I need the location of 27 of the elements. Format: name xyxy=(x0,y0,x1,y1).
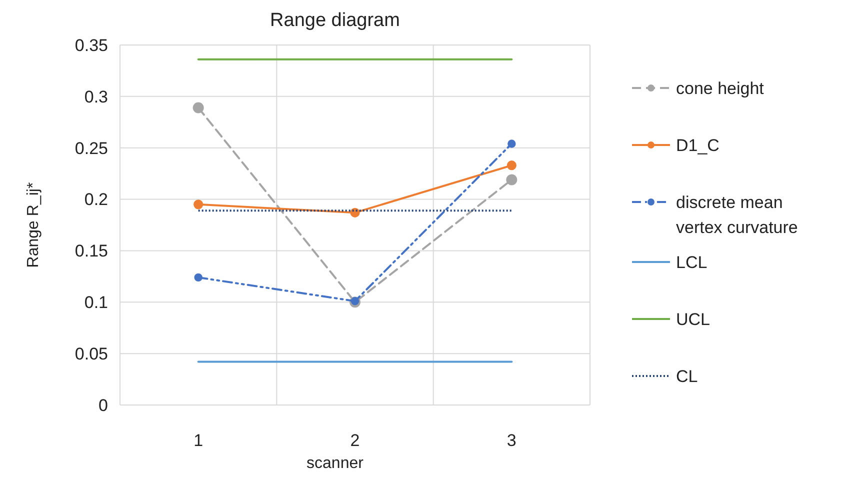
point xyxy=(506,160,516,170)
chart-title: Range diagram xyxy=(270,10,400,31)
y-tick-label: 0.15 xyxy=(74,242,108,261)
legend-label: cone height xyxy=(676,78,764,98)
legend-label: UCL xyxy=(676,310,710,329)
y-tick-label: 0.05 xyxy=(74,344,108,364)
legend-label: CL xyxy=(676,366,698,386)
point xyxy=(508,140,516,148)
y-tick-label: 0.1 xyxy=(84,293,108,312)
legend-label: discrete mean vertex curvature xyxy=(676,192,798,237)
x-axis-title: scanner xyxy=(306,455,364,472)
legend-label: LCL xyxy=(676,252,708,272)
point xyxy=(506,174,518,186)
point xyxy=(350,297,360,306)
y-tick-label: 0.3 xyxy=(84,87,108,106)
y-tick-label: 0.2 xyxy=(84,190,108,210)
y-tick-label: 0 xyxy=(98,396,108,415)
x-tick-label: 3 xyxy=(506,430,516,450)
x-tick-label: 1 xyxy=(194,430,204,450)
y-tick-label: 0.25 xyxy=(74,138,108,158)
legend-label: D1_C xyxy=(676,136,720,155)
point xyxy=(194,200,204,210)
y-tick-label: 0.35 xyxy=(74,36,108,55)
x-tick-label: 2 xyxy=(350,430,360,450)
y-axis-title: Range R_ij* xyxy=(25,182,42,268)
point xyxy=(194,273,202,282)
point xyxy=(192,102,204,114)
